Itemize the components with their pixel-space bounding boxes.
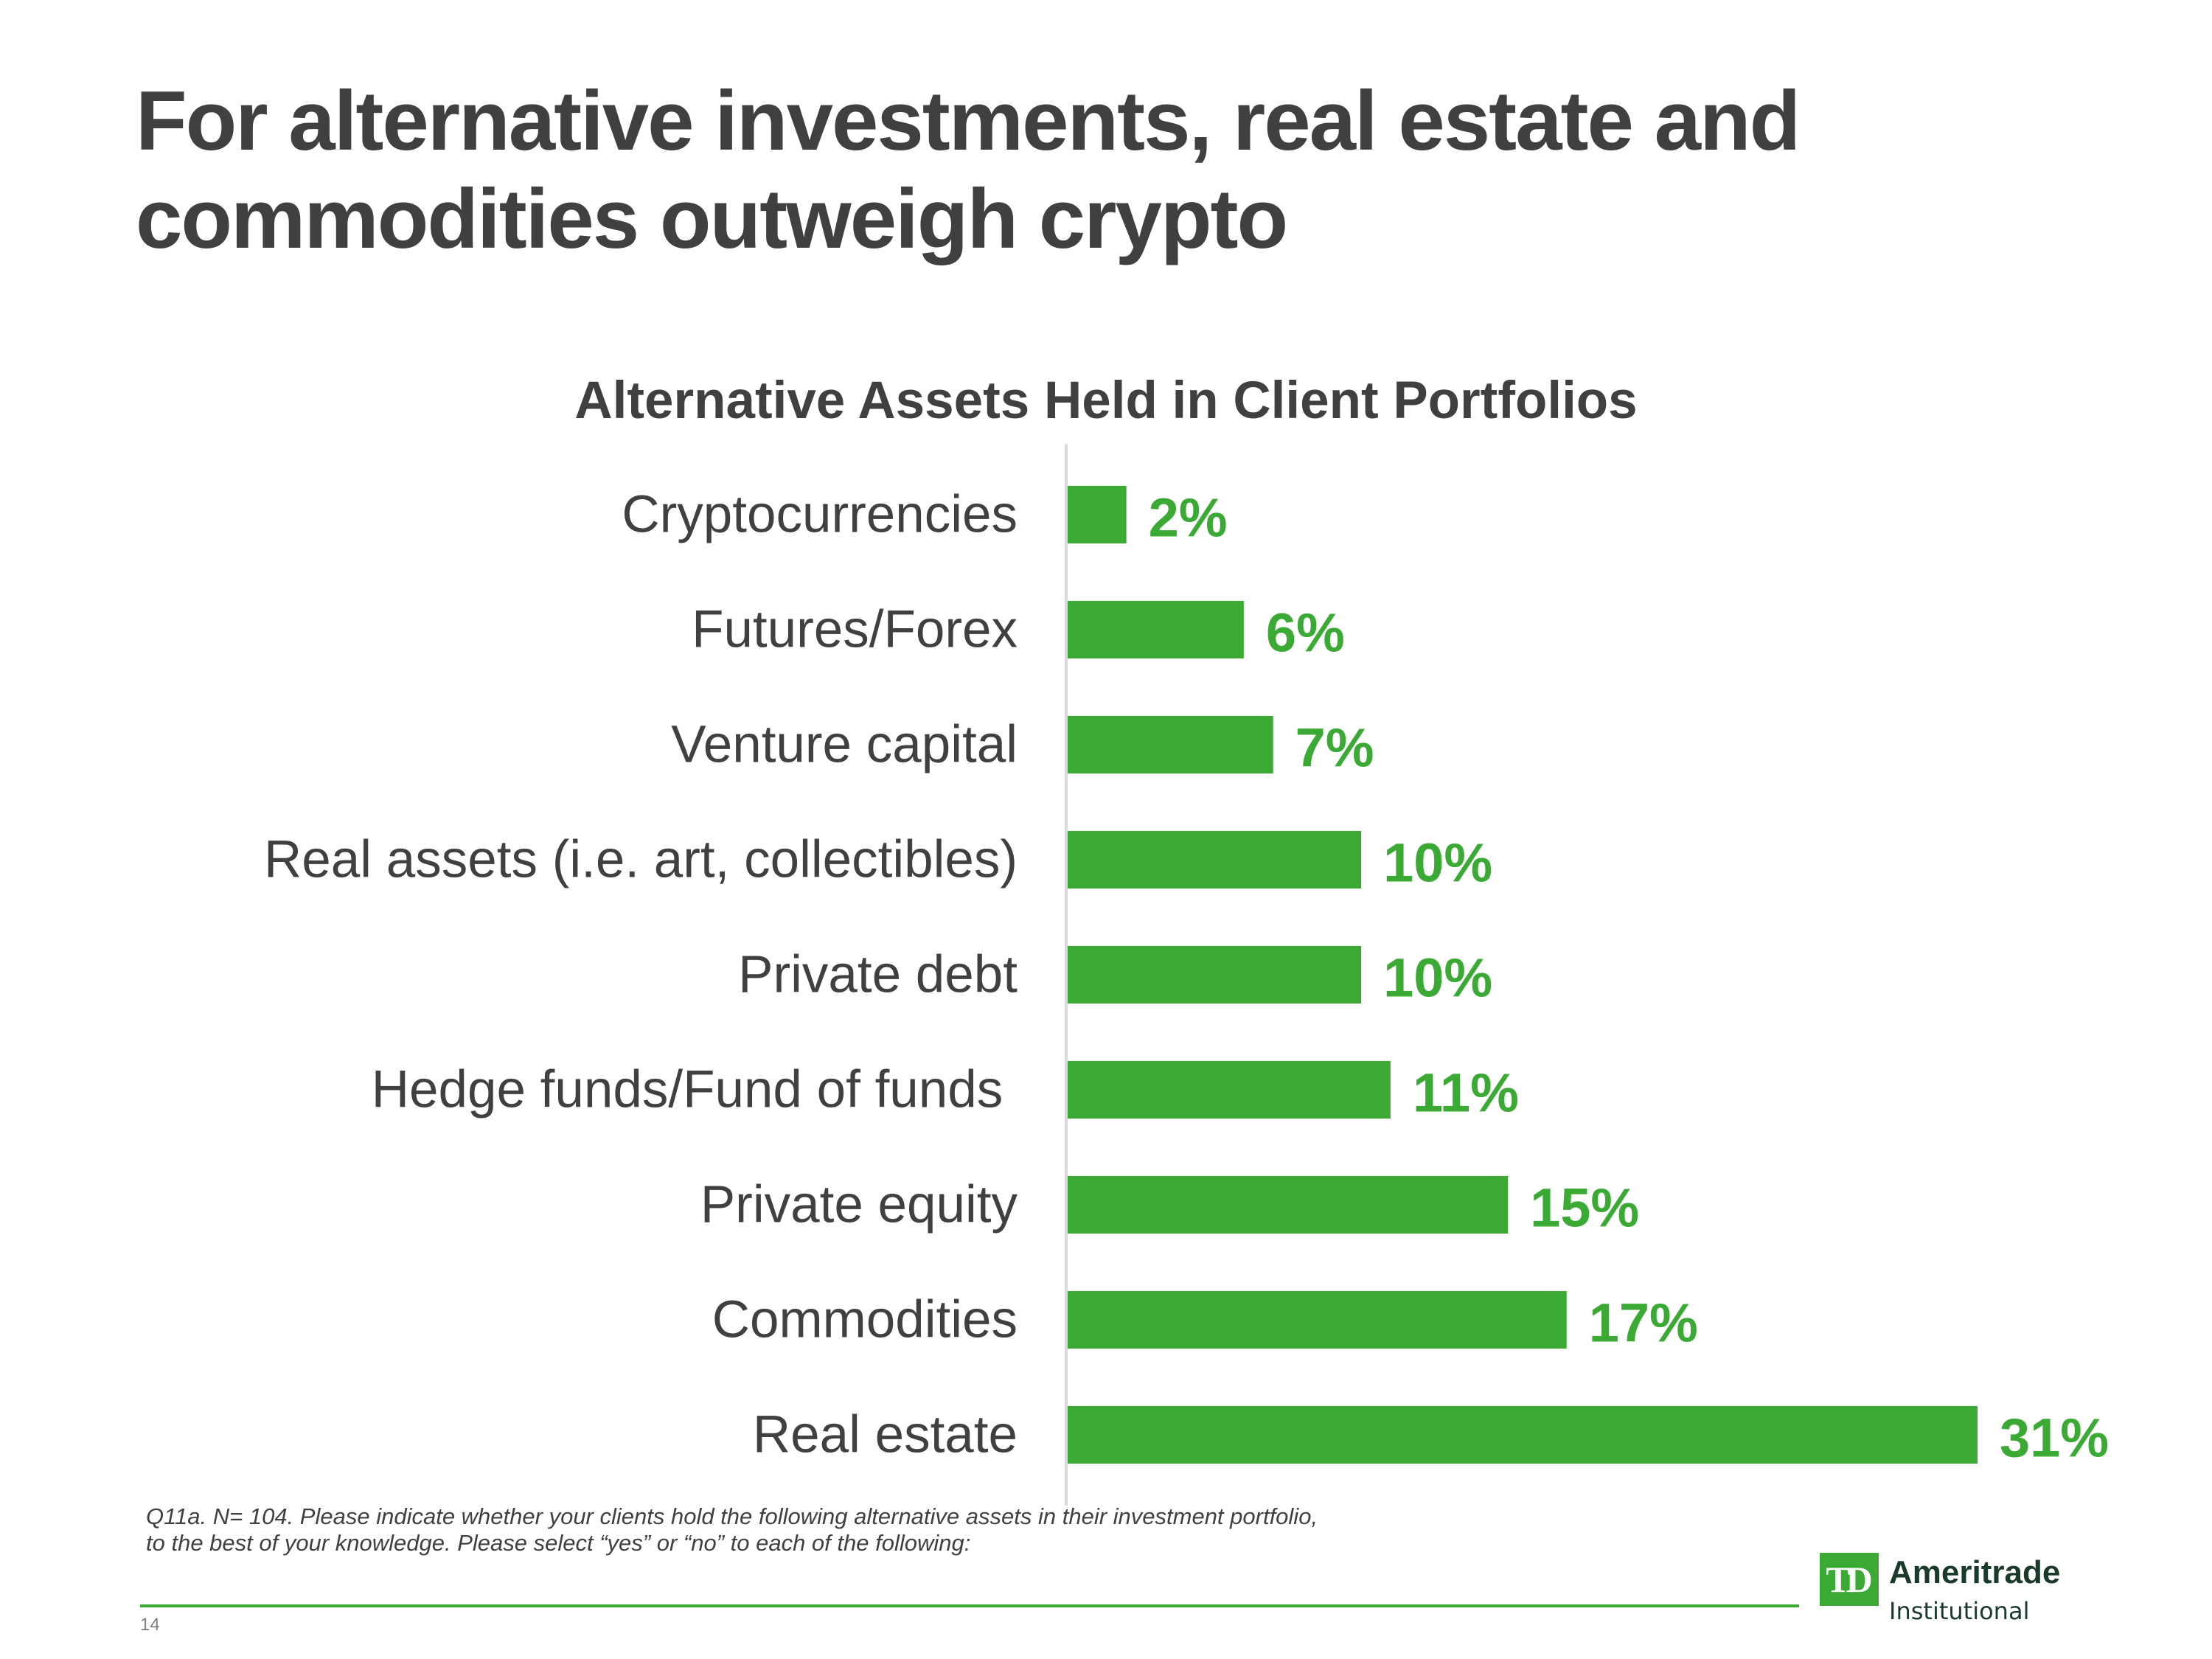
page-number: 14 xyxy=(140,1615,160,1635)
data-label: 31% xyxy=(2000,1408,2109,1469)
td-logo-text: TD xyxy=(1826,1559,1872,1600)
footnote: Q11a. N= 104. Please indicate whether yo… xyxy=(146,1503,1621,1557)
category-label: Private debt xyxy=(738,946,1018,1004)
slide-title-line-1: For alternative investments, real estate… xyxy=(136,74,1801,168)
bar xyxy=(1068,486,1127,543)
data-label: 17% xyxy=(1589,1293,1698,1354)
data-label: 15% xyxy=(1530,1178,1639,1239)
footer-divider xyxy=(140,1604,1799,1607)
category-label: Private equity xyxy=(700,1176,1018,1234)
data-label: 6% xyxy=(1266,602,1345,664)
bar xyxy=(1068,601,1244,658)
category-label: Venture capital xyxy=(671,716,1018,774)
category-label: Commodities xyxy=(712,1291,1018,1349)
brand-subtitle: Institutional xyxy=(1889,1597,2030,1625)
footnote-line-2: to the best of your knowledge. Please se… xyxy=(146,1530,971,1556)
bar xyxy=(1068,1406,1978,1464)
data-label: 11% xyxy=(1413,1062,1519,1124)
footnote-line-1: Q11a. N= 104. Please indicate whether yo… xyxy=(146,1503,1318,1529)
bar xyxy=(1068,1291,1567,1349)
bar xyxy=(1068,1061,1391,1119)
category-label: Cryptocurrencies xyxy=(622,486,1018,544)
data-label: 10% xyxy=(1383,832,1492,894)
data-label: 2% xyxy=(1149,487,1228,549)
category-label: Real estate xyxy=(753,1406,1018,1464)
td-logo: TD xyxy=(1820,1553,1879,1606)
bar xyxy=(1068,1176,1509,1234)
bar xyxy=(1068,831,1362,888)
category-label: Real assets (i.e. art, collectibles) xyxy=(264,831,1018,889)
category-label: Hedge funds/Fund of funds xyxy=(372,1061,1018,1119)
chart-title: Alternative Assets Held in Client Portfo… xyxy=(574,372,1638,430)
bar xyxy=(1068,946,1362,1004)
slide-title: For alternative investments, real estate… xyxy=(136,72,1905,268)
data-label: 10% xyxy=(1383,947,1492,1009)
data-label: 7% xyxy=(1295,717,1374,779)
category-label: Futures/Forex xyxy=(692,601,1018,659)
bar xyxy=(1068,716,1273,773)
brand-name: Ameritrade xyxy=(1889,1554,2061,1590)
slide-title-line-2: commodities outweigh crypto xyxy=(136,173,1288,266)
